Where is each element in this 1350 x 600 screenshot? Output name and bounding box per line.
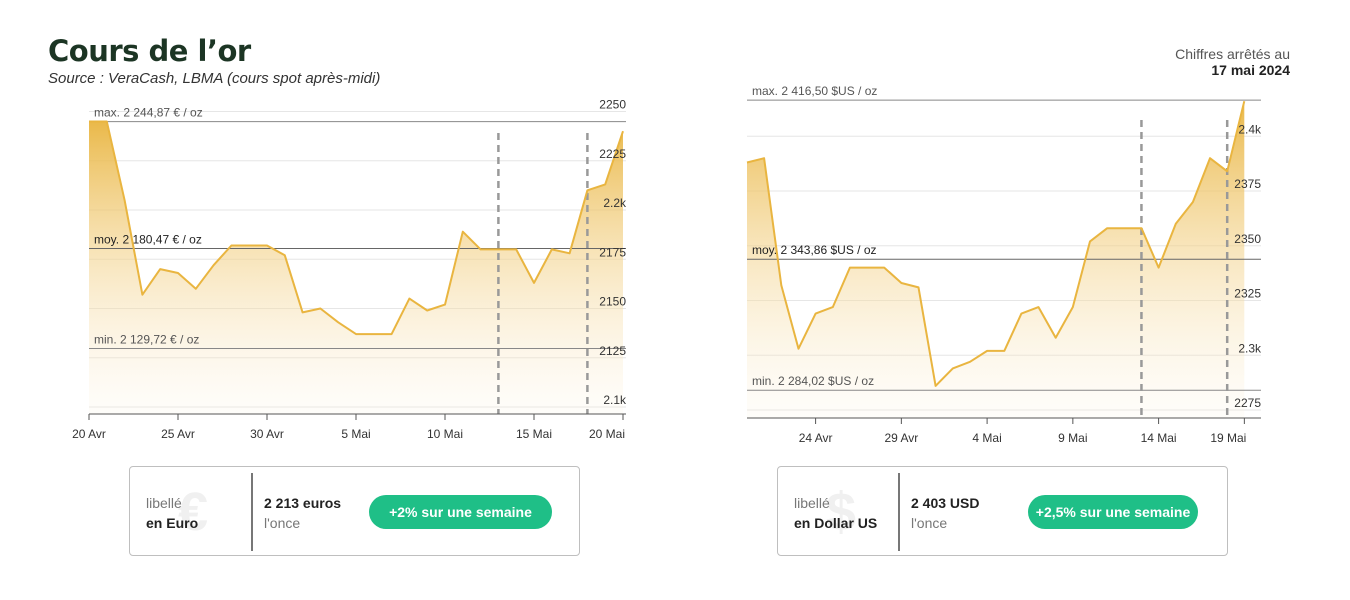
summary-card-usd: $ libellé en Dollar US 2 403 USD l'once … xyxy=(777,466,1228,556)
y-tick-label: 2.2k xyxy=(603,196,627,210)
reference-label: moy. 2 180,47 € / oz xyxy=(94,232,202,246)
y-tick-label: 2325 xyxy=(1234,287,1261,301)
x-tick-label: 14 Mai xyxy=(1141,431,1177,445)
x-tick-label: 5 Mai xyxy=(341,427,370,441)
card-price-value: 2 403 USD xyxy=(911,495,980,511)
y-tick-label: 2.1k xyxy=(603,393,627,407)
page-subtitle: Source : VeraCash, LBMA (cours spot aprè… xyxy=(48,70,381,87)
reference-label: min. 2 284,02 $US / oz xyxy=(752,374,874,388)
card-price-unit: l'once xyxy=(911,515,948,531)
card-price-unit: l'once xyxy=(264,515,301,531)
card-label-line1: libellé xyxy=(146,495,182,511)
y-tick-label: 2.4k xyxy=(1238,122,1262,136)
card-label-line2: en Euro xyxy=(146,515,199,531)
page-title: Cours de l’or xyxy=(48,34,251,68)
x-tick-label: 15 Mai xyxy=(516,427,552,441)
x-tick-label: 19 Mai xyxy=(1210,431,1246,445)
x-tick-label: 24 Avr xyxy=(799,431,833,445)
y-tick-label: 2375 xyxy=(1234,177,1261,191)
y-tick-label: 2150 xyxy=(599,295,626,309)
x-tick-label: 30 Avr xyxy=(250,427,284,441)
y-tick-label: 2250 xyxy=(599,98,626,112)
y-tick-label: 2275 xyxy=(1234,396,1261,410)
card-label: libellé en Euro xyxy=(146,493,198,533)
reference-label: max. 2 244,87 € / oz xyxy=(94,106,203,120)
card-label-line1: libellé xyxy=(794,495,830,511)
y-tick-label: 2125 xyxy=(599,344,626,358)
asof-block: Chiffres arrêtés au 17 mai 2024 xyxy=(1175,46,1290,78)
weekly-change-badge: +2,5% sur une semaine xyxy=(1028,495,1198,529)
reference-label: min. 2 129,72 € / oz xyxy=(94,332,199,346)
asof-label: Chiffres arrêtés au xyxy=(1175,46,1290,62)
x-tick-label: 25 Avr xyxy=(161,427,195,441)
card-divider xyxy=(251,473,253,551)
summary-card-euro: € libellé en Euro 2 213 euros l'once +2%… xyxy=(129,466,580,556)
x-tick-label: 10 Mai xyxy=(427,427,463,441)
x-tick-label: 20 Avr xyxy=(72,427,106,441)
price-area xyxy=(747,101,1245,418)
x-tick-label: 9 Mai xyxy=(1058,431,1087,445)
y-tick-label: 2175 xyxy=(599,245,626,259)
euro-symbol-icon: € xyxy=(178,482,209,542)
card-label: libellé en Dollar US xyxy=(794,493,877,533)
card-price: 2 403 USD l'once xyxy=(911,493,979,533)
card-divider xyxy=(898,473,900,551)
x-tick-label: 20 Mai xyxy=(589,427,625,441)
y-tick-label: 2.3k xyxy=(1238,341,1262,355)
reference-label: max. 2 416,50 $US / oz xyxy=(752,84,877,98)
price-line xyxy=(746,100,1246,387)
price-line xyxy=(89,120,624,336)
y-tick-label: 2225 xyxy=(599,147,626,161)
x-tick-label: 29 Avr xyxy=(884,431,918,445)
dollar-symbol-icon: $ xyxy=(826,482,857,542)
y-tick-label: 2350 xyxy=(1234,232,1261,246)
x-tick-label: 4 Mai xyxy=(972,431,1001,445)
card-price: 2 213 euros l'once xyxy=(264,493,341,533)
reference-label: moy. 2 343,86 $US / oz xyxy=(752,243,877,257)
price-area xyxy=(89,121,623,414)
card-label-line2: en Dollar US xyxy=(794,515,878,531)
card-price-value: 2 213 euros xyxy=(264,495,342,511)
asof-date: 17 mai 2024 xyxy=(1211,62,1290,78)
weekly-change-badge: +2% sur une semaine xyxy=(369,495,552,529)
